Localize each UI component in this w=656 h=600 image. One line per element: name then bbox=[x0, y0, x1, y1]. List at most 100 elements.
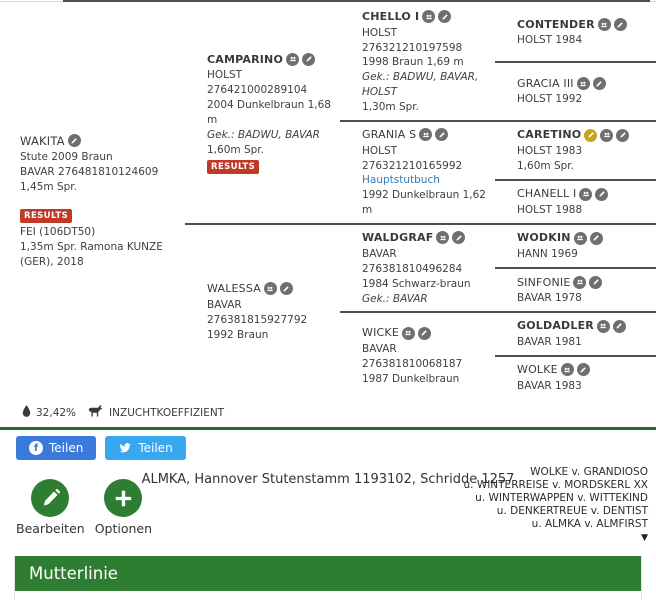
offspring-icon[interactable] bbox=[573, 231, 587, 245]
horse-name[interactable]: GOLDADLER bbox=[517, 319, 594, 333]
pedigree-entry: WOLKE BAVAR 1983 bbox=[495, 354, 656, 399]
pedigree-entry: CHANELL I HOLST 1988 bbox=[495, 179, 656, 223]
edit-icon[interactable] bbox=[279, 282, 293, 296]
blood-drop-icon bbox=[22, 405, 31, 420]
offspring-icon[interactable] bbox=[436, 231, 450, 245]
edit-icon[interactable] bbox=[438, 10, 452, 24]
edit-button[interactable]: Bearbeiten bbox=[16, 479, 85, 536]
damline-line: u. DENKERTREUE v. DENTIST bbox=[496, 505, 648, 518]
share-twitter-button[interactable]: Teilen bbox=[105, 436, 186, 461]
facebook-icon: f bbox=[29, 441, 43, 456]
horse-detail: HOLST 1988 bbox=[517, 203, 583, 216]
horse-name[interactable]: CARETINO bbox=[517, 128, 582, 142]
divider bbox=[0, 427, 656, 431]
offspring-icon[interactable] bbox=[596, 319, 610, 333]
horse-detail: BAVAR 1983 bbox=[517, 379, 582, 392]
share-row: f Teilen Teilen bbox=[0, 430, 656, 466]
offspring-icon[interactable] bbox=[600, 128, 614, 142]
offspring-icon[interactable] bbox=[597, 18, 611, 32]
edit-icon[interactable] bbox=[589, 231, 603, 245]
horse-detail: HOLST 1983 bbox=[517, 144, 583, 157]
edit-icon[interactable] bbox=[435, 128, 449, 142]
horse-detail: BAVAR 1978 bbox=[517, 292, 582, 305]
offspring-icon[interactable] bbox=[579, 187, 593, 201]
horse-detail: FEI (106DT50) bbox=[20, 225, 96, 238]
horse-detail: Gek.: BAVAR bbox=[362, 292, 428, 305]
offspring-icon[interactable] bbox=[573, 275, 587, 289]
horse-detail: Gek.: BADWU, BAVAR bbox=[207, 128, 320, 141]
inbreeding-value: 32,42% bbox=[36, 406, 77, 419]
offspring-icon[interactable] bbox=[560, 363, 574, 377]
horse-name[interactable]: CONTENDER bbox=[517, 17, 595, 31]
pedigree-entry: GRANIA S HOLST 276321210165992 Hauptstut… bbox=[340, 120, 495, 223]
horse-detail: 1984 Schwarz-braun bbox=[362, 277, 471, 290]
horse-name[interactable]: WAKITA bbox=[20, 133, 65, 148]
edit-icon[interactable] bbox=[452, 231, 466, 245]
offspring-icon[interactable] bbox=[286, 52, 300, 66]
twitter-icon bbox=[118, 441, 132, 455]
pedigree-entry: WALDGRAF BAVAR 276381810496284 1984 Schw… bbox=[340, 223, 495, 311]
horse-name[interactable]: WALESSA bbox=[207, 282, 261, 296]
edit-icon[interactable] bbox=[417, 326, 431, 340]
horse-name[interactable]: CAMPARINO bbox=[207, 52, 284, 66]
edit-icon[interactable] bbox=[613, 18, 627, 32]
horse-detail: HOLST 1992 bbox=[517, 93, 583, 106]
horse-detail: HOLST 1984 bbox=[517, 34, 583, 47]
horse-name[interactable]: WODKIN bbox=[517, 231, 571, 245]
horse-name[interactable]: GRACIA III bbox=[517, 76, 574, 90]
edit-icon[interactable] bbox=[67, 134, 81, 148]
inbreeding-label: INZUCHTKOEFFIZIENT bbox=[109, 406, 225, 419]
edit-icon[interactable] bbox=[616, 128, 630, 142]
horse-detail: BAVAR 276381815927792 bbox=[207, 298, 308, 326]
plus-icon bbox=[104, 479, 143, 518]
horse-detail: 1,60m Spr. bbox=[207, 143, 264, 156]
offspring-icon[interactable] bbox=[419, 128, 433, 142]
share-label: Teilen bbox=[138, 441, 173, 456]
mutterlinie-panel: Mutterlinie Erste Mutter: WALESSA (WALDG… bbox=[14, 556, 642, 600]
results-badge[interactable]: RESULTS bbox=[20, 208, 73, 223]
offspring-icon[interactable] bbox=[576, 77, 590, 91]
horse-name[interactable]: SINFONIE bbox=[517, 275, 571, 289]
edit-icon[interactable] bbox=[612, 319, 626, 333]
pedigree-entry: GRACIA III HOLST 1992 bbox=[495, 61, 656, 120]
damline-line: WOLKE v. GRANDIOSO bbox=[530, 466, 648, 479]
edit-icon[interactable] bbox=[589, 275, 603, 289]
edit-icon[interactable] bbox=[302, 52, 316, 66]
premium-icon[interactable] bbox=[584, 128, 598, 142]
horse-name[interactable]: CHELLO I bbox=[362, 10, 420, 23]
divider bbox=[63, 0, 650, 2]
offspring-icon[interactable] bbox=[401, 326, 415, 340]
damline-line: u. ALMKA v. ALMFIRST bbox=[531, 518, 648, 531]
panel-body: Erste Mutter: WALESSA (WALDGRAF X GOLDAD… bbox=[15, 591, 641, 600]
edit-icon[interactable] bbox=[576, 363, 590, 377]
horse-name[interactable]: CHANELL I bbox=[517, 187, 577, 201]
horse-name[interactable]: WICKE bbox=[362, 326, 399, 340]
results-badge[interactable]: RESULTS bbox=[207, 159, 260, 174]
horse-icon bbox=[87, 405, 104, 420]
share-facebook-button[interactable]: f Teilen bbox=[16, 436, 97, 461]
inbreeding-row: 32,42% INZUCHTKOEFFIZIENT bbox=[0, 398, 656, 427]
horse-detail: HOLST 276321210165992 bbox=[362, 144, 463, 172]
damline-preview: WOLKE v. GRANDIOSO u. WINTERREISE v. MOR… bbox=[463, 466, 648, 545]
action-label: Bearbeiten bbox=[16, 521, 85, 537]
horse-name[interactable]: GRANIA S bbox=[362, 128, 417, 142]
offspring-icon[interactable] bbox=[263, 282, 277, 296]
horse-name[interactable]: WALDGRAF bbox=[362, 231, 434, 245]
options-button[interactable]: Optionen bbox=[95, 479, 152, 536]
pencil-icon bbox=[31, 479, 70, 518]
panel-title: Mutterlinie bbox=[15, 556, 641, 592]
edit-icon[interactable] bbox=[595, 187, 609, 201]
edit-icon[interactable] bbox=[592, 77, 606, 91]
share-label: Teilen bbox=[49, 441, 84, 456]
pedigree-entry: GOLDADLER BAVAR 1981 bbox=[495, 311, 656, 355]
pedigree-entry: CONTENDER HOLST 1984 bbox=[495, 4, 656, 61]
expand-caret-icon[interactable]: ▼ bbox=[641, 533, 648, 544]
studbook-link[interactable]: Hauptstutbuch bbox=[362, 174, 440, 187]
damline-line: u. WINTERREISE v. MORDSKERL XX bbox=[463, 479, 648, 492]
horse-name[interactable]: WOLKE bbox=[517, 362, 558, 376]
pedigree-entry: WODKIN HANN 1969 bbox=[495, 223, 656, 267]
stamm-summary: ALMKA, Hannover Stutenstamm 1193102, Sch… bbox=[141, 472, 515, 488]
horse-detail: 1992 Braun bbox=[207, 328, 269, 341]
horse-detail: 1,60m Spr. bbox=[517, 159, 574, 172]
offspring-icon[interactable] bbox=[422, 10, 436, 24]
